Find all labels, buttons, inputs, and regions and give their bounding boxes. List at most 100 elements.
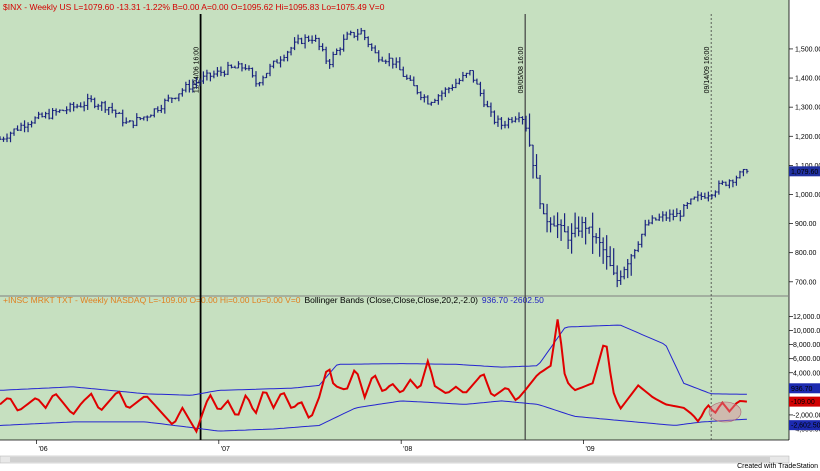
price-bar [296,34,300,45]
highlight-circle [708,401,742,423]
price-bar [678,210,682,222]
price-bar [633,249,637,259]
price-axis-ticks: 1,500.001,400.001,300.001,200.001,100.00… [789,46,820,286]
price-bar [243,64,248,71]
price-bar [236,61,241,69]
price-bar [68,102,72,113]
lower-bollinger-band [0,400,747,432]
price-bar [226,61,230,76]
price-bar [215,67,220,77]
price-bar [689,198,693,205]
price-bar [254,71,258,87]
price-bar [149,114,153,118]
price-bar [541,203,546,215]
price-tick-label: 1,200.00 [795,134,820,141]
last-price-tag-label: 1,079.60 [791,169,818,176]
price-bar [82,101,86,112]
price-bar [100,101,104,111]
upper-band-tag [789,383,820,394]
price-bar [534,154,539,179]
oscillator-axis-ticks: 12,000.00 10,000.00 8,000.00 6,000.00 4,000.… [789,314,820,433]
price-bar [706,191,710,202]
price-bar [180,88,184,97]
price-bar [605,235,609,270]
price-bar [570,223,574,254]
price-bar [527,113,532,147]
price-bar [524,115,528,132]
price-bar [219,66,223,77]
price-tick-label: 1,000.00 [795,192,820,199]
price-bar [717,180,721,195]
price-bar [317,37,321,51]
price-bar [40,112,44,118]
price-bar [131,120,135,129]
price-bar [675,208,679,218]
price-bar [110,102,114,114]
price-bar [142,116,146,121]
osc-tick-label: -2,000.00 [793,412,820,419]
price-bar [328,59,332,69]
price-bar [548,217,553,233]
price-bar [8,131,13,143]
price-bar [191,79,195,93]
price-bar [440,90,444,101]
price-bar [282,54,286,62]
price-bar [370,43,374,51]
price-bar [117,111,121,114]
price-bar [664,211,668,221]
price-bar [506,117,511,129]
price-axis [789,0,820,440]
price-bar [612,248,616,276]
price-bar [724,181,728,187]
price-bar [205,69,209,81]
price-bar [380,56,384,62]
price-bar [47,108,51,120]
price-bar [499,117,504,130]
price-bar [671,209,675,221]
price-bar [584,217,588,245]
last-price-tag [789,166,820,177]
price-bar [145,115,149,122]
price-tick-label: 1,300.00 [795,105,820,112]
price-bar [208,72,213,82]
price-bar [580,216,584,238]
price-bar [285,50,290,62]
price-tick-label: 1,500.00 [795,46,820,53]
price-bar [373,45,377,54]
price-bar [587,226,591,234]
price-bar [454,78,458,89]
bollinger-values: 936.70 -2602.50 [482,295,544,305]
osc-tick-label: 4,000.00 [793,370,820,377]
price-bar [692,196,696,200]
price-bar [51,108,55,120]
price-bar [513,116,518,123]
price-bar [426,95,430,105]
price-bar [363,29,367,41]
price-bar [696,190,700,202]
price-bar [93,97,97,109]
price-bar [720,180,724,185]
price-header-symbol: $INX - Weekly US [3,2,74,12]
scrollbar-thumb[interactable] [10,457,770,462]
oscillator-header: +INSC MRKT TXT - Weekly NASDAQ L=-109.00… [3,295,544,305]
upper-band-tag-label: 936.70 [791,386,813,393]
price-bar [342,34,346,52]
price-bar [278,56,283,68]
price-bar [198,78,202,87]
event-marker-label: 09/05/08 16:00 [518,47,525,94]
price-bar [352,31,356,39]
event-marker-label: 11/24/06 16:00 [194,47,201,93]
price-bar [159,104,163,113]
price-bar [33,116,37,124]
price-bar [261,75,265,86]
price-bar [457,78,461,85]
price-bar [422,94,426,103]
price-bar [517,112,521,123]
price-bar [184,81,188,93]
price-bar [128,120,132,123]
osc-tick-label: 12,000.00 [793,314,820,321]
price-bar [338,47,342,56]
price-tick-label: 800.00 [795,250,817,257]
